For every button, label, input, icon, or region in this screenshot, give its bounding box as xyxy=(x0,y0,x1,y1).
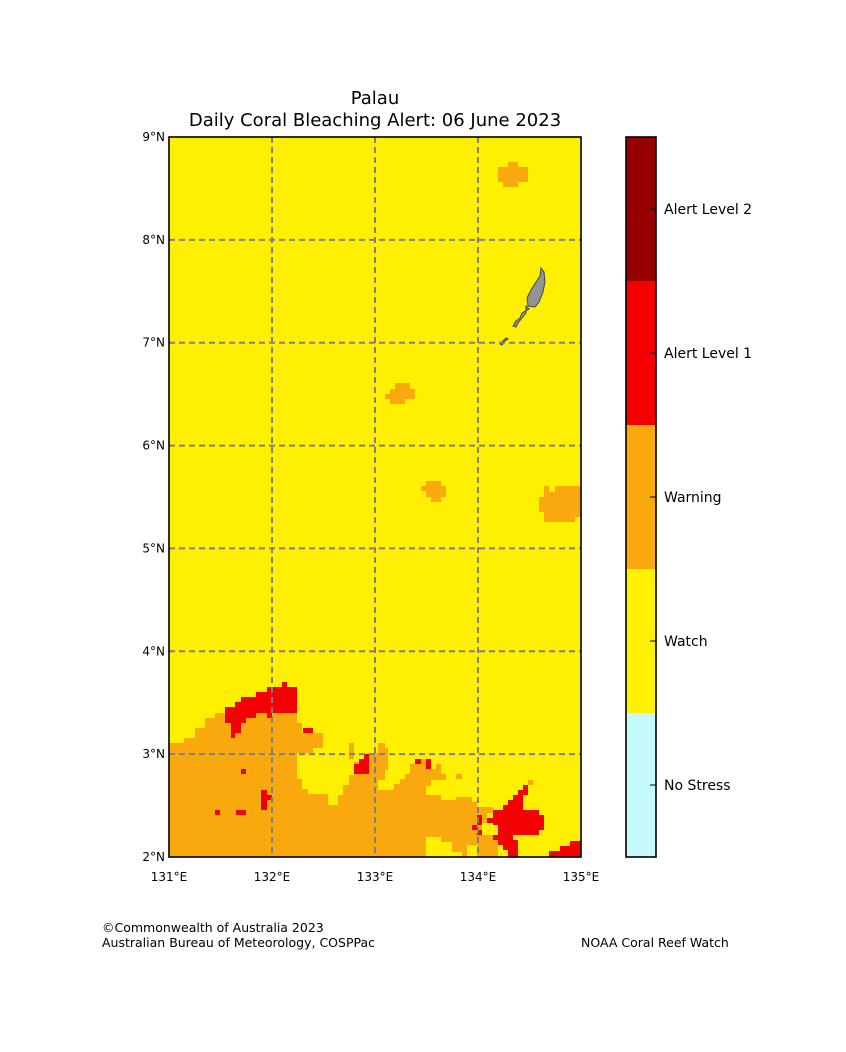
alert-spot-4 xyxy=(215,810,220,815)
credit-left: ©Commonwealth of Australia 2023 Australi… xyxy=(102,920,375,950)
palau-southern-islets xyxy=(512,304,530,328)
legend-label: Watch xyxy=(664,634,708,650)
lon-tick-label: 133°E xyxy=(357,870,394,884)
map-frame xyxy=(168,136,582,858)
legend-colorbar: No Stress Watch Warning Alert Level 1 Alert … xyxy=(625,136,752,858)
warning-island-north xyxy=(498,162,528,187)
latitude-axis: 2°N 3°N 4°N 5°N 6°N 7°N 8°N 9°N xyxy=(142,130,165,864)
legend-label: Alert Level 2 xyxy=(664,202,752,218)
legend-label: No Stress xyxy=(664,778,731,794)
alert-region-corner xyxy=(549,841,581,857)
legend-label: Warning xyxy=(664,490,722,506)
alert-spot-10 xyxy=(472,825,477,830)
warning-spot-west xyxy=(349,743,354,759)
alert-spot-8 xyxy=(426,759,431,769)
lat-tick-label: 8°N xyxy=(142,233,165,247)
map-title: Palau xyxy=(350,88,400,109)
lon-tick-label: 132°E xyxy=(254,870,291,884)
lat-tick-label: 6°N xyxy=(142,439,165,453)
warning-island-center xyxy=(385,383,415,404)
credit-agency: Australian Bureau of Meteorology, COSPPa… xyxy=(102,935,375,950)
gridlines xyxy=(169,137,581,857)
alert-spot-7 xyxy=(415,759,421,764)
map-subtitle: Daily Coral Bleaching Alert: 06 June 202… xyxy=(188,110,562,131)
credit-copyright: ©Commonwealth of Australia 2023 xyxy=(102,920,324,935)
palau-main-island xyxy=(526,266,546,308)
alert-spot-1 xyxy=(303,728,313,733)
lon-tick-label: 131°E xyxy=(151,870,188,884)
lon-tick-label: 134°E xyxy=(460,870,497,884)
palau-land xyxy=(499,266,546,346)
lat-tick-label: 2°N xyxy=(142,850,165,864)
alert-spot-2 xyxy=(241,769,246,774)
alert-level-1-areas xyxy=(215,682,581,857)
warning-spot-far-east xyxy=(528,780,533,785)
credit-right: NOAA Coral Reef Watch xyxy=(581,935,729,950)
lon-tick-label: 135°E xyxy=(563,870,600,884)
legend-frame xyxy=(625,136,657,858)
lat-tick-label: 7°N xyxy=(142,336,165,350)
lat-tick-label: 5°N xyxy=(142,541,165,555)
legend-label: Alert Level 1 xyxy=(664,346,752,362)
warning-areas xyxy=(169,162,581,857)
warning-spot-south xyxy=(456,774,462,779)
alert-region-northwest xyxy=(225,682,297,738)
alert-region-southeast xyxy=(487,785,544,857)
alert-spot-5 xyxy=(236,810,246,815)
warning-region-south-right xyxy=(477,835,498,857)
lat-tick-label: 4°N xyxy=(142,644,165,658)
alert-spot-6 xyxy=(354,754,369,774)
alert-spot-3 xyxy=(261,790,272,810)
longitude-axis: 131°E 132°E 133°E 134°E 135°E xyxy=(151,870,600,884)
lat-tick-label: 9°N xyxy=(142,130,165,144)
lat-tick-label: 3°N xyxy=(142,747,165,761)
warning-region-east xyxy=(539,486,581,522)
warning-island-mid-east xyxy=(421,481,446,502)
map-panel xyxy=(168,136,582,858)
warning-region-southwest xyxy=(169,707,493,857)
